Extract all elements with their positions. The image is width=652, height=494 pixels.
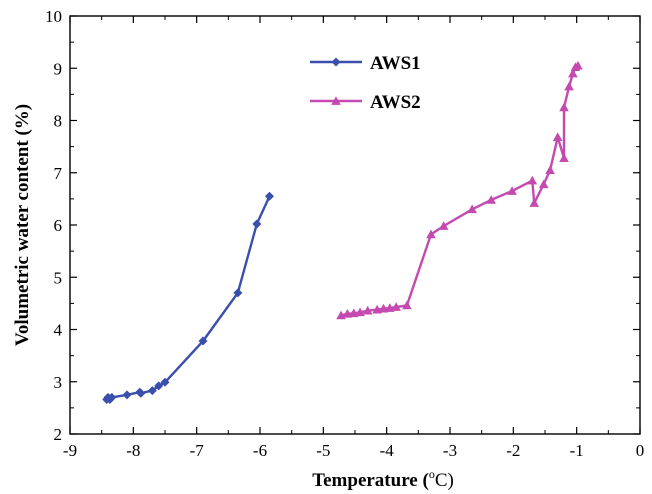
data-point-aws2 [559, 102, 569, 112]
data-point-aws1 [107, 392, 117, 402]
x-axis-title: Temperature (oC) [312, 467, 454, 491]
data-point-aws2 [467, 204, 477, 214]
x-tick-label: -9 [63, 441, 77, 460]
legend-item-aws1: AWS1 [310, 53, 421, 74]
data-point-aws2 [538, 179, 549, 189]
x-tick-label: -3 [443, 441, 457, 460]
legend: AWS1 AWS2 [310, 53, 421, 113]
legend-label: AWS1 [370, 53, 421, 74]
data-point-aws2 [438, 221, 449, 230]
data-point-aws2 [545, 165, 555, 174]
y-tick-label: 8 [54, 112, 63, 131]
data-point-aws2 [378, 303, 389, 313]
data-point-aws2 [426, 229, 436, 239]
y-tick-label: 6 [54, 216, 63, 235]
x-tick-label: 0 [636, 441, 645, 460]
data-point-aws1 [136, 388, 146, 398]
data-point-aws2 [559, 153, 569, 162]
data-point-aws2 [552, 132, 563, 142]
data-point-aws1 [154, 381, 164, 391]
data-point-aws2 [391, 302, 401, 311]
data-point-aws2 [486, 195, 496, 204]
x-tick-label: -1 [570, 441, 584, 460]
axis-ticks: -9 -8 -7 -6 -5 -4 -3 -2 -1 0 2 3 4 5 6 7 8 9 10 [45, 7, 644, 460]
x-tick-label: -2 [506, 441, 520, 460]
data-point-aws1 [122, 390, 132, 400]
data-point-aws2 [573, 60, 583, 70]
data-point-aws2 [402, 300, 412, 310]
y-tick-label: 9 [54, 59, 63, 78]
legend-marker [331, 57, 341, 67]
legend-label: AWS2 [370, 92, 421, 113]
y-axis-title: Volumetric water content (%) [12, 104, 33, 346]
data-point-aws1 [233, 288, 243, 298]
legend-marker [331, 96, 341, 105]
data-point-aws2 [564, 81, 574, 91]
series-aws2 [336, 60, 583, 320]
data-point-aws2 [355, 307, 365, 317]
x-axis-title-unit: C) [435, 470, 454, 491]
y-tick-label: 4 [54, 321, 63, 340]
data-point-aws1 [198, 336, 208, 346]
series-aws1 [102, 191, 274, 405]
plot-frame [69, 15, 641, 435]
x-tick-label: -6 [253, 441, 267, 460]
data-point-aws2 [529, 198, 540, 207]
series-layer [102, 60, 583, 405]
x-tick-label: -7 [190, 441, 205, 460]
y-tick-label: 3 [54, 373, 63, 392]
x-tick-label: -8 [126, 441, 140, 460]
data-point-aws2 [568, 68, 578, 78]
data-point-aws1 [265, 191, 274, 201]
x-tick-label: -4 [380, 441, 395, 460]
data-point-aws1 [160, 377, 170, 387]
x-axis-title-unit-sup: o [429, 467, 435, 481]
data-point-aws2 [507, 186, 517, 195]
y-tick-label: 2 [54, 425, 63, 444]
data-point-aws2 [342, 309, 353, 318]
legend-item-aws2: AWS2 [310, 92, 421, 113]
data-point-aws2 [362, 305, 373, 315]
x-tick-label: -5 [316, 441, 330, 460]
series-line-aws1 [105, 195, 271, 401]
y-tick-label: 10 [45, 7, 62, 26]
data-point-aws1 [252, 219, 262, 229]
y-tick-label: 7 [54, 164, 63, 183]
data-point-aws1 [147, 386, 157, 396]
x-axis-title-text: Temperature ( [312, 470, 429, 491]
y-tick-label: 5 [54, 268, 63, 287]
data-point-aws2 [527, 175, 538, 185]
